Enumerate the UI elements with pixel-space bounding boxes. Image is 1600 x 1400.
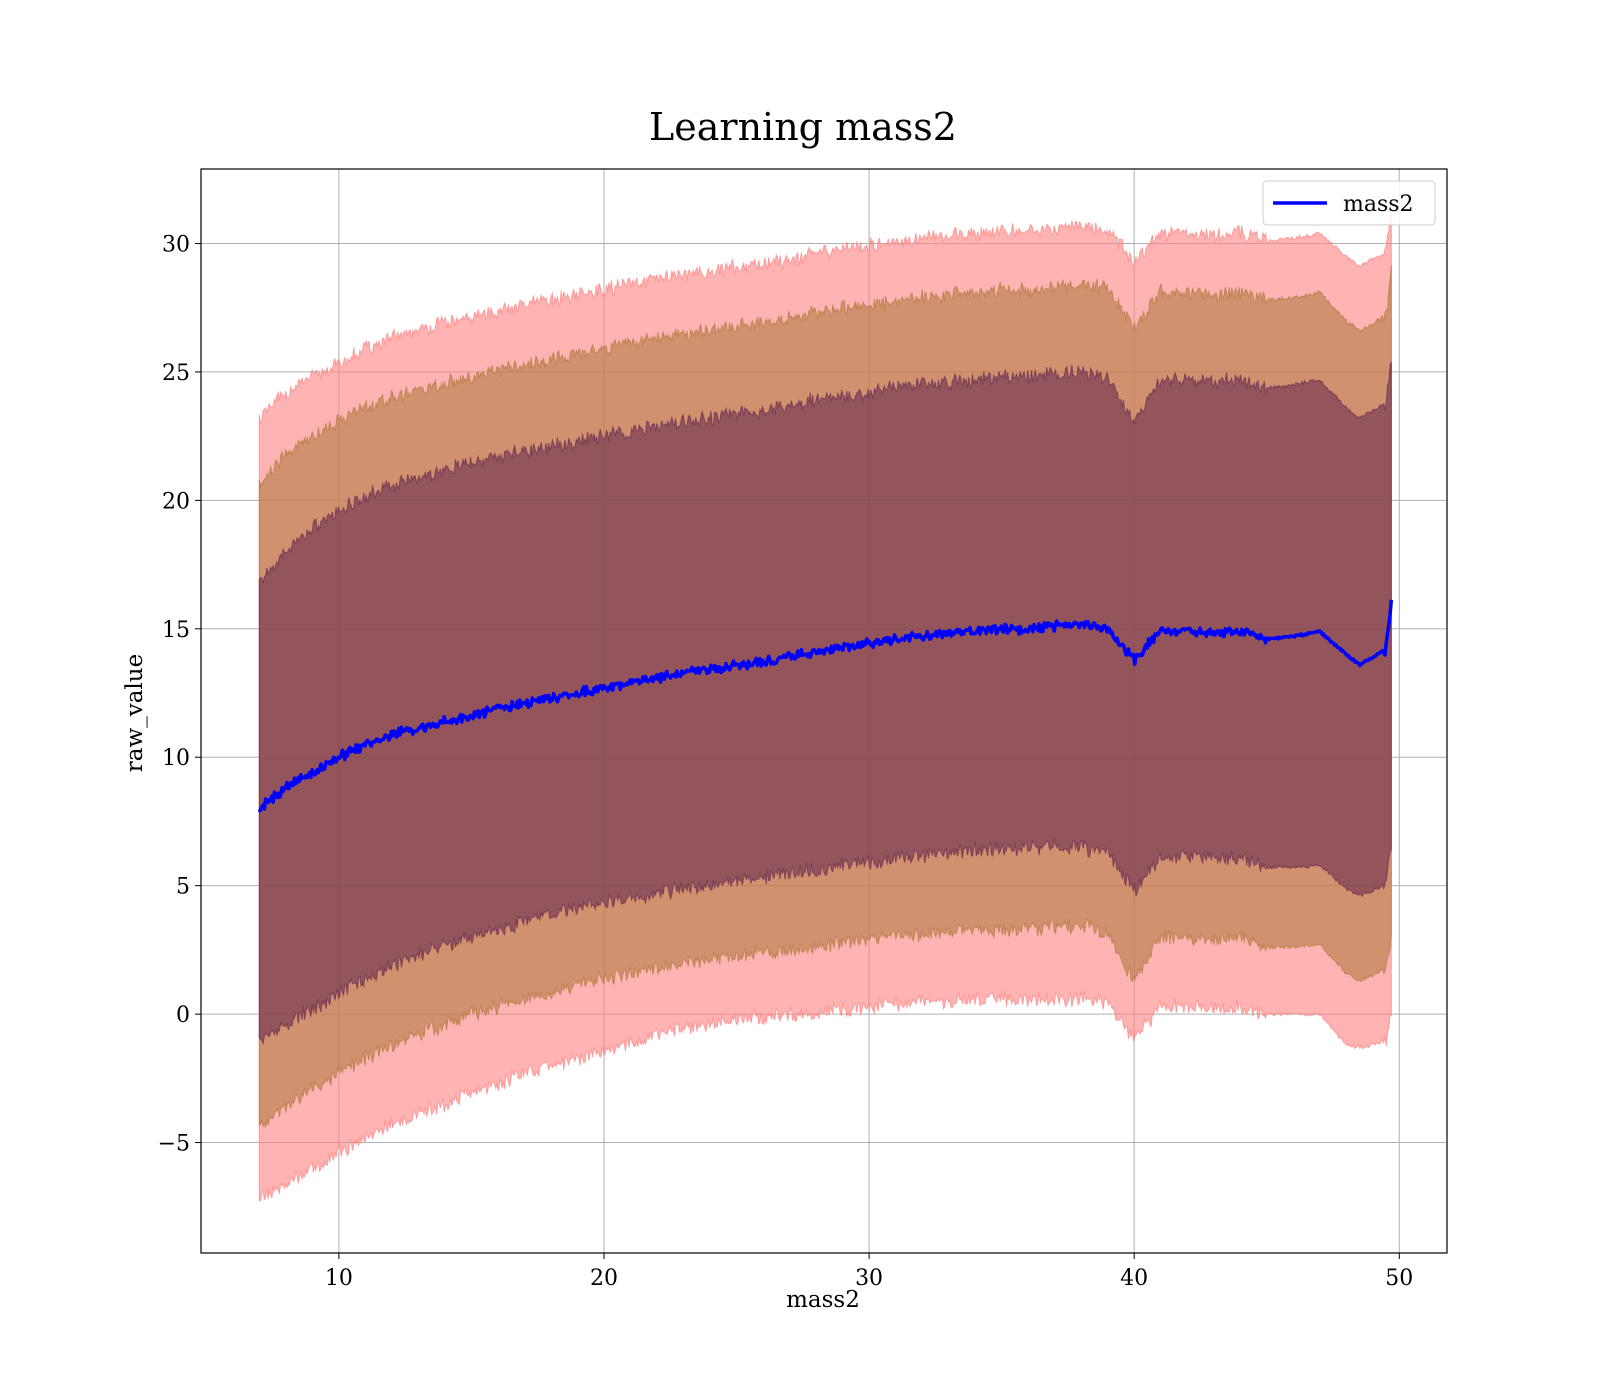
chart-title: Learning mass2 — [649, 105, 957, 149]
y-axis-title: raw_value — [122, 654, 148, 772]
y-tick-label: 15 — [162, 618, 190, 643]
series-line-mass2 — [257, 599, 1394, 813]
y-tick-label: 10 — [162, 746, 190, 771]
axes-frame — [200, 168, 1448, 1254]
inner-band — [258, 361, 1392, 1046]
x-tick-label: 30 — [855, 1266, 883, 1291]
x-tick-label: 40 — [1120, 1266, 1148, 1291]
y-tick-label: 25 — [162, 361, 190, 386]
legend-box — [1262, 180, 1436, 226]
y-tick-label: 20 — [162, 489, 190, 514]
y-tick-label: 5 — [176, 875, 190, 900]
x-tick-label: 20 — [590, 1266, 618, 1291]
x-tick-label: 10 — [325, 1266, 353, 1291]
y-tick-label: −5 — [158, 1132, 190, 1157]
y-tick-label: 0 — [176, 1003, 190, 1028]
y-tick-label: 30 — [162, 232, 190, 257]
plot-area: 10 20 30 40 50 −5 0 5 10 15 20 25 30 mass2 — [158, 168, 1448, 1291]
x-axis-title: mass2 — [786, 1287, 860, 1313]
legend-label-mass2: mass2 — [1343, 192, 1414, 217]
x-tick-label: 50 — [1385, 1266, 1413, 1291]
